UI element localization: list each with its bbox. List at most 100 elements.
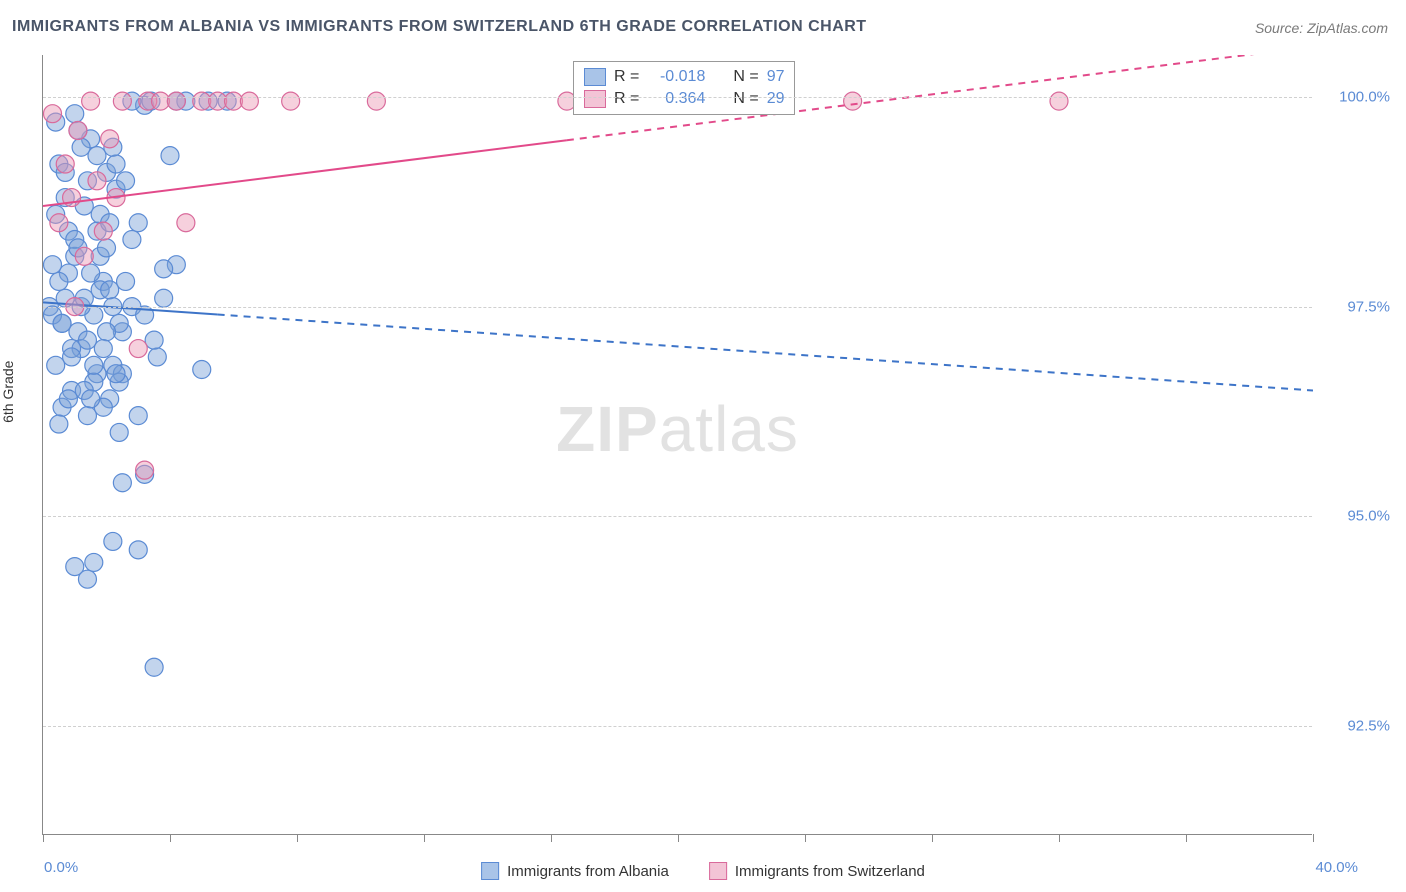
scatter-point [94, 340, 112, 358]
y-tick-label: 97.5% [1347, 298, 1390, 315]
scatter-point [50, 272, 68, 290]
scatter-point [53, 314, 71, 332]
y-tick-label: 92.5% [1347, 717, 1390, 734]
legend-swatch-icon [481, 862, 499, 880]
y-axis-label: 6th Grade [0, 361, 16, 423]
scatter-point [193, 361, 211, 379]
gridline [43, 726, 1312, 727]
scatter-point [101, 130, 119, 148]
scatter-point [240, 92, 258, 110]
scatter-point [129, 407, 147, 425]
x-tick [1186, 834, 1187, 842]
stat-r-value: -0.018 [647, 68, 705, 86]
x-tick [170, 834, 171, 842]
scatter-point [44, 256, 62, 274]
scatter-point [177, 214, 195, 232]
scatter-point [123, 231, 141, 249]
plot-area: ZIPatlas R =-0.018N =97R =0.364N =29 92.… [42, 55, 1312, 835]
gridline [43, 516, 1312, 517]
scatter-point [47, 356, 65, 374]
x-tick [551, 834, 552, 842]
x-tick [1313, 834, 1314, 842]
scatter-point [88, 147, 106, 165]
scatter-point [155, 289, 173, 307]
stat-n-value: 29 [767, 90, 785, 108]
scatter-point [78, 570, 96, 588]
legend-item-switzerland: Immigrants from Switzerland [709, 862, 925, 880]
scatter-point [50, 214, 68, 232]
x-tick [424, 834, 425, 842]
stat-swatch-icon [584, 68, 606, 86]
scatter-point [129, 340, 147, 358]
stat-r-label: R = [614, 68, 639, 86]
scatter-point [1050, 92, 1068, 110]
x-axis-min-label: 0.0% [44, 859, 78, 876]
scatter-point [113, 474, 131, 492]
scatter-point [98, 323, 116, 341]
x-tick [678, 834, 679, 842]
scatter-point [148, 348, 166, 366]
scatter-point [107, 365, 125, 383]
scatter-point [82, 264, 100, 282]
stat-swatch-icon [584, 90, 606, 108]
scatter-svg [43, 55, 1313, 835]
scatter-point [145, 658, 163, 676]
y-tick-label: 95.0% [1347, 508, 1390, 525]
legend-label: Immigrants from Albania [507, 863, 669, 880]
legend-swatch-icon [709, 862, 727, 880]
x-tick [43, 834, 44, 842]
scatter-point [88, 172, 106, 190]
scatter-point [72, 138, 90, 156]
scatter-point [98, 239, 116, 257]
scatter-point [113, 92, 131, 110]
scatter-point [75, 247, 93, 265]
correlation-stat-box: R =-0.018N =97R =0.364N =29 [573, 61, 795, 115]
x-tick [1059, 834, 1060, 842]
scatter-point [82, 390, 100, 408]
scatter-point [94, 222, 112, 240]
x-tick [805, 834, 806, 842]
scatter-point [85, 356, 103, 374]
stat-n-value: 97 [767, 68, 785, 86]
scatter-point [59, 390, 77, 408]
source-attribution: Source: ZipAtlas.com [1255, 20, 1388, 36]
y-tick-label: 100.0% [1339, 88, 1390, 105]
scatter-point [129, 214, 147, 232]
scatter-point [107, 155, 125, 173]
legend-label: Immigrants from Switzerland [735, 863, 925, 880]
scatter-point [167, 92, 185, 110]
scatter-point [78, 331, 96, 349]
x-tick [297, 834, 298, 842]
scatter-point [136, 461, 154, 479]
legend-item-albania: Immigrants from Albania [481, 862, 669, 880]
scatter-point [367, 92, 385, 110]
x-axis-max-label: 40.0% [1315, 859, 1358, 876]
scatter-point [44, 105, 62, 123]
stat-row: R =0.364N =29 [584, 88, 784, 110]
scatter-point [282, 92, 300, 110]
scatter-point [50, 415, 68, 433]
scatter-point [155, 260, 173, 278]
scatter-point [117, 172, 135, 190]
x-tick [932, 834, 933, 842]
scatter-point [104, 532, 122, 550]
gridline [43, 97, 1312, 98]
scatter-point [844, 92, 862, 110]
scatter-point [110, 423, 128, 441]
scatter-point [78, 407, 96, 425]
scatter-point [85, 553, 103, 571]
scatter-point [129, 541, 147, 559]
scatter-point [161, 147, 179, 165]
stat-r-label: R = [614, 90, 639, 108]
scatter-point [145, 331, 163, 349]
scatter-point [56, 155, 74, 173]
scatter-point [101, 281, 119, 299]
scatter-point [69, 121, 87, 139]
gridline [43, 307, 1312, 308]
scatter-point [82, 92, 100, 110]
stat-n-label: N = [733, 68, 758, 86]
scatter-point [117, 272, 135, 290]
scatter-point [66, 105, 84, 123]
stat-n-label: N = [733, 90, 758, 108]
stat-row: R = -0.018 N = 97 [584, 66, 784, 88]
